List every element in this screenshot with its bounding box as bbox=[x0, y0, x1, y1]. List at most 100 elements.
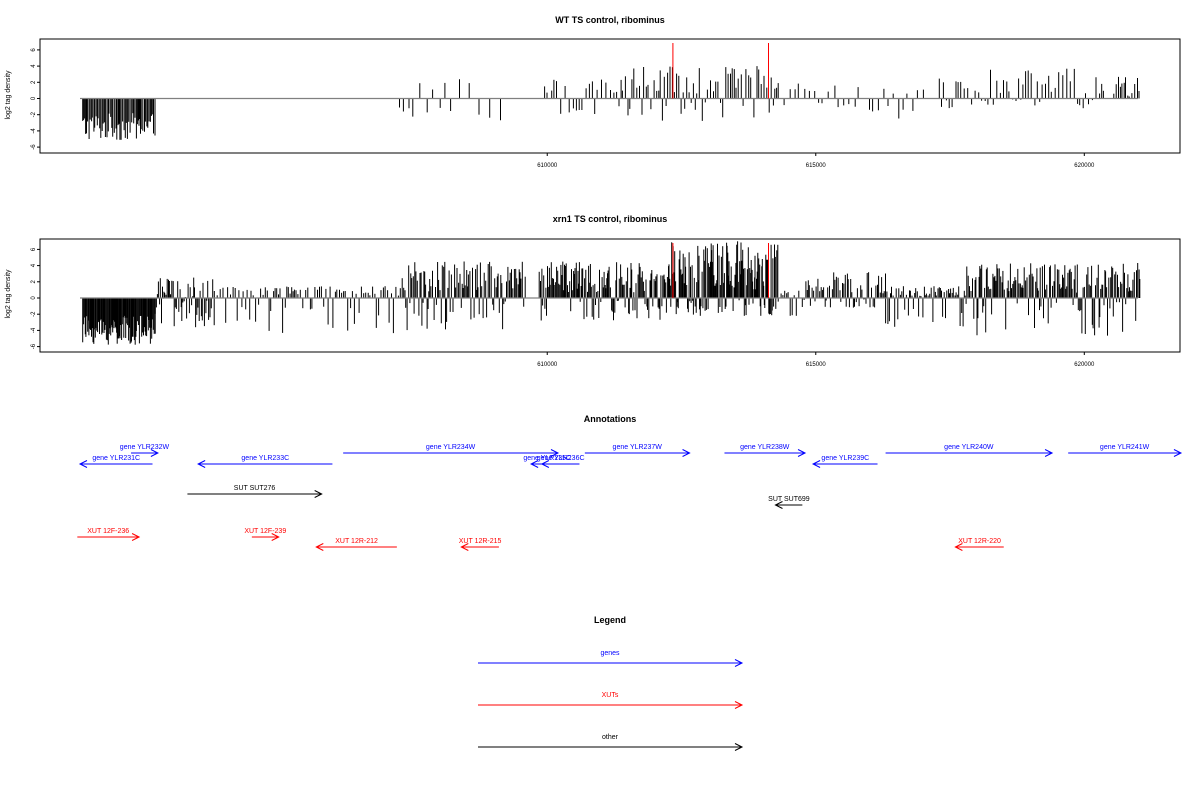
annotation-label: XUT 12R-220 bbox=[958, 538, 1001, 545]
annotation-items: gene YLR231C gene YLR232W gene YLR233C gene… bbox=[77, 444, 1183, 551]
density-bars bbox=[82, 241, 1141, 345]
annotation-arrow-head bbox=[1173, 449, 1183, 457]
annotation-label: gene YLR233C bbox=[241, 455, 289, 462]
density-bars bbox=[82, 66, 1140, 140]
legend-label: other bbox=[602, 734, 619, 741]
annotation-arrow-head bbox=[682, 449, 691, 457]
annotation-label: SUT SUT699 bbox=[768, 496, 810, 503]
x-tick-label: 610000 bbox=[537, 163, 558, 169]
annotation-label: SUT SUT276 bbox=[234, 485, 276, 492]
annotation-arrow-head bbox=[954, 543, 963, 551]
track-panel-wt: WT TS control, ribominus log2 tag densit… bbox=[5, 15, 1181, 169]
annotation-arrow-head bbox=[131, 533, 141, 541]
track-panel-xrn1: xrn1 TS control, ribominus log2 tag dens… bbox=[5, 214, 1181, 368]
y-axis: -6 -4 -2 0 2 4 6 bbox=[31, 48, 40, 150]
y-tick-label: 2 bbox=[31, 80, 37, 84]
legend-entry: genes bbox=[478, 650, 744, 667]
y-axis-label: log2 tag density bbox=[5, 70, 12, 120]
x-tick-label: 615000 bbox=[806, 362, 827, 368]
annotation-feature: XUT 12F-236 bbox=[77, 528, 141, 541]
annotation-arrow-head bbox=[550, 449, 560, 457]
red-markers bbox=[672, 243, 770, 298]
annotation-arrow-head bbox=[797, 449, 807, 457]
annotation-label: gene YLR232W bbox=[120, 444, 170, 451]
annotation-arrow-head bbox=[314, 490, 323, 498]
x-tick-label: 620000 bbox=[1074, 163, 1095, 169]
annotation-arrow-head bbox=[150, 449, 159, 457]
annotation-label: gene YLR238W bbox=[740, 444, 790, 451]
annotation-feature: gene YLR236C bbox=[537, 455, 585, 468]
annotation-label: gene YLR240W bbox=[944, 444, 994, 451]
annotation-arrow-head bbox=[774, 501, 783, 509]
x-axis: 610000 615000 620000 bbox=[537, 352, 1095, 368]
x-tick-label: 610000 bbox=[537, 362, 558, 368]
y-tick-label: -6 bbox=[31, 343, 37, 349]
y-tick-label: 4 bbox=[31, 263, 37, 267]
y-axis: -6 -4 -2 0 2 4 6 bbox=[31, 247, 40, 349]
annotation-label: gene YLR236C bbox=[537, 455, 585, 462]
panel-title: xrn1 TS control, ribominus bbox=[553, 214, 668, 224]
legend-arrow-head bbox=[734, 659, 744, 667]
y-tick-label: -6 bbox=[31, 144, 37, 150]
annotation-feature: XUT 12R-220 bbox=[954, 538, 1004, 551]
annotation-arrow-head bbox=[811, 460, 821, 468]
legend-label: XUTs bbox=[602, 692, 619, 699]
y-tick-label: 6 bbox=[31, 247, 37, 251]
annotation-arrow-head bbox=[315, 543, 324, 551]
annotation-feature: gene YLR241W bbox=[1068, 444, 1183, 457]
y-tick-label: 4 bbox=[31, 64, 37, 68]
annotation-feature: gene YLR240W bbox=[885, 444, 1054, 457]
y-tick-label: 2 bbox=[31, 279, 37, 283]
annotation-feature: gene YLR234W bbox=[343, 444, 560, 457]
plot-frame bbox=[39, 238, 1181, 353]
annotation-label: XUT 12F-239 bbox=[244, 528, 286, 535]
annotation-feature: SUT SUT699 bbox=[768, 496, 810, 509]
annotation-label: gene YLR231C bbox=[92, 455, 140, 462]
y-tick-label: -2 bbox=[31, 111, 37, 117]
plot-frame bbox=[39, 38, 1181, 154]
y-tick-label: 0 bbox=[31, 296, 37, 300]
annotation-feature: XUT 12R-215 bbox=[459, 538, 502, 551]
annotation-feature: gene YLR237W bbox=[584, 444, 691, 457]
y-axis-label: log2 tag density bbox=[5, 269, 12, 319]
x-axis: 610000 615000 620000 bbox=[537, 153, 1095, 169]
y-tick-label: 0 bbox=[31, 96, 37, 100]
annotations-title: Annotations bbox=[584, 414, 637, 424]
legend-arrow-head bbox=[734, 701, 744, 709]
legend-arrow-head bbox=[734, 743, 744, 751]
y-tick-label: -4 bbox=[31, 128, 37, 134]
y-tick-label: -2 bbox=[31, 311, 37, 317]
annotation-feature: gene YLR231C bbox=[78, 455, 153, 468]
annotation-arrow-head bbox=[271, 533, 280, 541]
y-tick-label: 6 bbox=[31, 48, 37, 52]
annotation-label: XUT 12R-215 bbox=[459, 538, 502, 545]
legend-entry: XUTs bbox=[478, 692, 744, 709]
annotation-arrow-head bbox=[540, 460, 550, 468]
annotation-feature: gene YLR238W bbox=[724, 444, 807, 457]
x-tick-label: 620000 bbox=[1074, 362, 1095, 368]
annotation-feature: XUT 12F-239 bbox=[244, 528, 286, 541]
annotation-label: gene YLR234W bbox=[426, 444, 476, 451]
annotation-arrow-head bbox=[197, 460, 206, 468]
annotation-label: gene YLR235C bbox=[523, 455, 571, 462]
annotation-feature: gene YLR239C bbox=[811, 455, 878, 468]
legend-label: genes bbox=[600, 650, 620, 657]
annotation-label: gene YLR239C bbox=[821, 455, 869, 462]
legend-entries: genes XUTs other bbox=[478, 650, 744, 751]
annotation-arrow-head bbox=[460, 543, 469, 551]
annotation-feature: XUT 12R-212 bbox=[315, 538, 397, 551]
annotation-feature: gene YLR233C bbox=[197, 455, 333, 468]
annotation-feature: gene YLR232W bbox=[120, 444, 170, 457]
legend-title: Legend bbox=[594, 615, 626, 625]
annotation-feature: SUT SUT276 bbox=[187, 485, 323, 498]
x-tick-label: 615000 bbox=[806, 163, 827, 169]
annotation-label: gene YLR241W bbox=[1100, 444, 1150, 451]
annotation-label: XUT 12R-212 bbox=[335, 538, 378, 545]
annotation-label: XUT 12F-236 bbox=[87, 528, 129, 535]
legend-entry: other bbox=[478, 734, 744, 751]
red-markers bbox=[672, 43, 770, 99]
annotation-arrow-head bbox=[530, 460, 539, 468]
